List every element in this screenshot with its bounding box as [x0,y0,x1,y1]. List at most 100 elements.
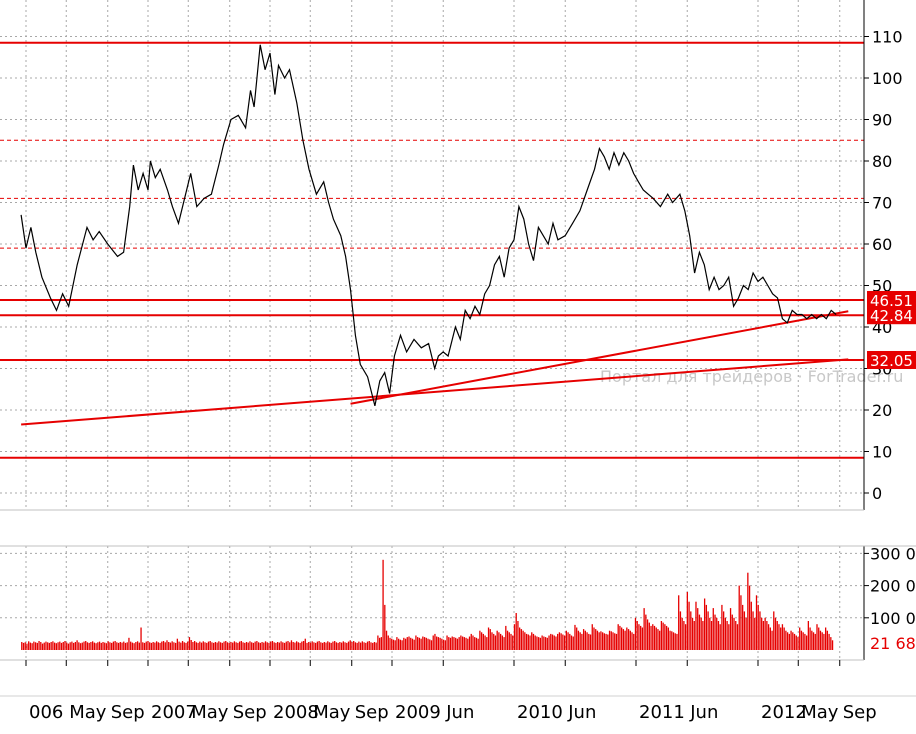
volume-bar-202 [370,642,372,650]
volume-bar-408 [726,621,728,650]
volume-bar-219 [399,639,402,650]
volume-bar-396 [705,604,708,650]
volume-bar-262 [474,637,476,650]
volume-bar-16 [48,642,51,650]
volume-bar-143 [268,642,270,650]
volume-bar-345 [617,624,619,650]
volume-bar-28 [69,642,71,650]
volume-bar-308 [553,635,555,650]
x-tick-label-12: Jun [567,702,596,723]
volume-bar-251 [455,637,457,650]
volume-bar-51 [109,642,111,650]
volume-bar-260 [470,633,472,650]
volume-bar-369 [659,630,661,650]
volume-bar-397 [707,611,709,650]
volume-bar-193 [354,642,357,650]
volume-bar-358 [640,625,642,650]
volume-bar-144 [270,641,272,650]
volume-bar-402 [716,617,718,650]
volume-bar-439 [780,627,782,650]
volume-bar-15 [47,642,49,650]
volume-bar-422 [750,601,752,650]
volume-bar-463 [821,632,823,650]
volume-bar-355 [634,617,637,650]
volume-bar-448 [795,635,797,650]
volume-bar-29 [71,641,73,650]
volume-bar-242 [439,637,441,650]
volume-bar-79 [157,642,159,650]
volume-bar-258 [467,638,469,650]
volume-bar-150 [280,641,282,650]
volume-bar-17 [50,642,52,650]
volume-bar-320 [574,624,576,650]
volume-bar-41 [92,641,94,650]
volume-bar-443 [786,632,789,650]
volume-bar-424 [754,617,756,650]
volume-bar-101 [195,642,198,650]
volume-bar-197 [361,641,363,650]
volume-bar-244 [442,639,445,650]
volume-bar-338 [605,633,607,650]
volume-bar-134 [252,642,255,650]
volume-bar-400 [712,608,714,650]
volume-bar-350 [626,627,628,650]
volume-bar-107 [206,642,208,650]
volume-bar-207 [378,637,381,650]
volume-bar-259 [468,636,471,650]
volume-bar-314 [563,635,566,650]
volume-bar-169 [313,642,315,650]
volume-bar-335 [600,631,602,650]
volume-bar-339 [607,634,609,650]
volume-bar-322 [577,630,580,650]
volume-bar-2 [24,642,26,650]
volume-bar-55 [116,642,118,650]
volume-bar-11 [40,642,42,650]
x-tick-label-7: May [313,702,351,723]
volume-bar-32 [76,640,78,650]
volume-bar-284 [512,635,514,650]
volume-bar-68 [138,642,140,650]
volume-bar-384 [684,624,687,650]
volume-bar-38 [86,642,89,650]
volume-bar-6 [31,643,33,650]
volume-bar-271 [489,629,491,650]
volume-bar-310 [557,633,559,650]
volume-bar-395 [703,598,706,650]
volume-bar-261 [472,635,474,650]
volume-bar-215 [392,639,395,650]
volume-bar-248 [449,637,452,650]
volume-bar-466 [826,630,829,650]
volume-bar-33 [78,642,80,650]
volume-bar-196 [359,642,362,650]
volume-bar-119 [226,642,229,650]
volume-bar-199 [365,642,367,650]
volume-bar-217 [396,637,398,650]
volume-bar-446 [792,632,794,650]
volume-bar-39 [88,642,90,650]
volume-bar-370 [660,621,663,650]
volume-bar-138 [259,642,261,650]
y-tick-label-8: 80 [872,152,892,171]
volume-bar-19 [53,642,56,650]
volume-bar-145 [271,641,274,650]
price-tag-box-2 [867,350,916,369]
volume-bar-151 [282,642,284,650]
volume-bar-214 [391,638,393,650]
volume-bar-468 [830,637,832,650]
volume-bar-290 [522,630,524,650]
volume-bar-340 [608,630,611,650]
volume-bar-178 [328,642,331,650]
volume-bar-341 [610,631,612,650]
volume-bar-307 [551,634,554,650]
volume-bar-401 [714,614,716,650]
volume-bar-50 [107,641,109,650]
volume-bar-316 [567,632,569,650]
volume-bar-118 [225,641,227,650]
volume-bar-295 [531,632,533,650]
volume-bar-286 [515,613,517,650]
volume-bar-105 [202,641,204,650]
y-tick-label-2: 20 [872,401,892,420]
volume-bar-383 [683,621,685,650]
volume-bar-224 [408,636,410,650]
